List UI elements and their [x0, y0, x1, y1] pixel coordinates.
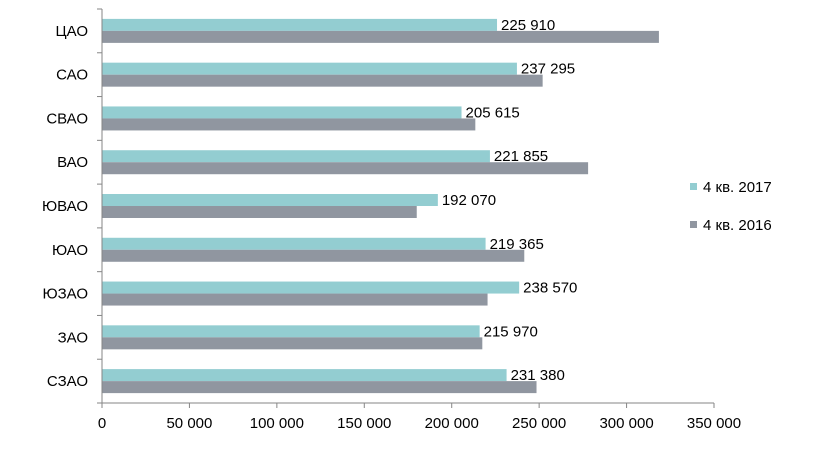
- x-tick-label: 200 000: [425, 415, 479, 432]
- data-label: 219 365: [490, 236, 544, 253]
- category-label: ЗАО: [58, 329, 88, 346]
- data-label: 238 570: [523, 280, 577, 297]
- bar-ВАО-series-1: [102, 162, 589, 175]
- legend-label: 4 кв. 2017: [703, 179, 772, 196]
- data-label: 221 855: [494, 148, 548, 165]
- legend-swatch: [690, 221, 697, 228]
- x-tick-label: 300 000: [599, 415, 653, 432]
- bar-ЮВАО-series-0: [102, 194, 438, 206]
- x-tick-label: 100 000: [250, 415, 304, 432]
- x-tick-label: 250 000: [512, 415, 566, 432]
- category-label: САО: [56, 67, 88, 84]
- x-tick-label: 50 000: [166, 415, 212, 432]
- data-label: 237 295: [521, 61, 575, 78]
- category-label: ЮЗАО: [42, 286, 88, 303]
- data-labels-group: 225 910 237 295 205 615 221 855 192 070 219 3…: [442, 17, 578, 384]
- x-tick-label: 150 000: [337, 415, 391, 432]
- bar-ЮАО-series-1: [102, 249, 525, 262]
- bar-ЮВАО-series-1: [102, 206, 417, 218]
- bar-САО-series-1: [102, 74, 543, 87]
- data-label: 192 070: [442, 192, 496, 209]
- category-labels-group: ЦАО САО СВАО ВАО ЮВАО ЮАО ЮЗАО ЗАО СЗАО: [42, 23, 88, 390]
- category-label: СВАО: [46, 110, 88, 127]
- data-label: 215 970: [484, 323, 538, 340]
- bar-СВАО-series-1: [102, 118, 476, 131]
- category-label: ЮВАО: [42, 198, 88, 215]
- legend: 4 кв. 2017 4 кв. 2016: [690, 179, 772, 234]
- bar-ЮАО-series-0: [102, 237, 486, 250]
- category-label: ЮАО: [52, 242, 88, 259]
- bar-ВАО-series-0: [102, 150, 490, 163]
- data-label: 205 615: [466, 104, 520, 121]
- category-label: СЗАО: [47, 373, 88, 390]
- x-tick-label: 350 000: [687, 415, 741, 432]
- bar-ЮЗАО-series-0: [102, 281, 520, 294]
- bar-ЗАО-series-1: [102, 337, 483, 350]
- category-label: ВАО: [57, 154, 88, 171]
- bar-ЦАО-series-1: [102, 30, 659, 43]
- legend-swatch: [690, 183, 697, 190]
- bar-СЗАО-series-0: [102, 369, 507, 382]
- bar-САО-series-0: [102, 62, 517, 75]
- bars-group: [102, 18, 659, 394]
- bar-ЗАО-series-0: [102, 325, 480, 338]
- bar-ЮЗАО-series-1: [102, 293, 488, 306]
- bar-СЗАО-series-1: [102, 381, 537, 394]
- x-axis: 0 50 000 100 000 150 000 200 000 250 000 300 0…: [97, 8, 741, 432]
- data-label: 225 910: [501, 17, 555, 34]
- x-tick-label: 0: [98, 415, 106, 432]
- bar-ЦАО-series-0: [102, 18, 498, 31]
- bar-СВАО-series-0: [102, 106, 462, 119]
- category-label: ЦАО: [56, 23, 88, 40]
- legend-label: 4 кв. 2016: [703, 217, 772, 234]
- data-label: 231 380: [511, 367, 565, 384]
